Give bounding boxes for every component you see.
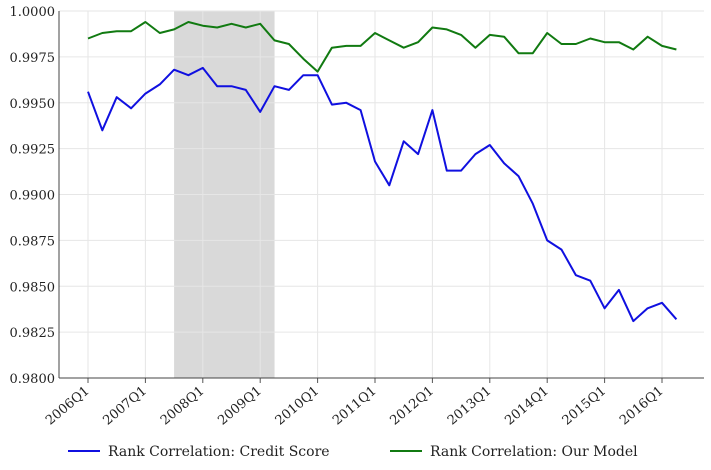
y-tick-label: 0.9975	[10, 51, 56, 66]
x-tick-label: 2013Q1	[445, 384, 494, 429]
legend: Rank Correlation: Credit Score Rank Corre…	[68, 444, 638, 460]
x-tick-label: 2014Q1	[502, 384, 551, 429]
series-line-credit-score	[87, 66, 678, 323]
x-tick-label: 2016Q1	[617, 384, 666, 429]
x-tick-label: 2007Q1	[100, 384, 149, 429]
x-tick-label: 2010Q1	[273, 384, 322, 429]
y-tick-label: 0.9850	[10, 280, 56, 295]
x-tick-label: 2015Q1	[560, 384, 609, 429]
y-tick-label: 0.9875	[10, 234, 56, 249]
plot-area: 0.9800 0.9825 0.9850 0.9875 0.9900 0.9925 0.99…	[10, 5, 704, 429]
legend-label: Rank Correlation: Credit Score	[108, 444, 330, 460]
series-line-our-model	[87, 21, 677, 73]
x-tick-label: 2008Q1	[158, 384, 207, 429]
y-tick-label: 0.9925	[10, 143, 56, 158]
y-tick-label: 0.9825	[10, 326, 56, 341]
x-tick-label: 2009Q1	[215, 384, 264, 429]
x-tick-label: 2006Q1	[43, 384, 92, 429]
y-tick-label: 0.9800	[10, 372, 56, 387]
y-tick-label: 0.9950	[10, 97, 56, 112]
x-tick-label: 2012Q1	[387, 384, 436, 429]
y-tick-label: 1.0000	[10, 5, 56, 20]
legend-label: Rank Correlation: Our Model	[430, 444, 638, 460]
x-tick-label: 2011Q1	[330, 384, 379, 429]
y-tick-label: 0.9900	[10, 189, 56, 204]
